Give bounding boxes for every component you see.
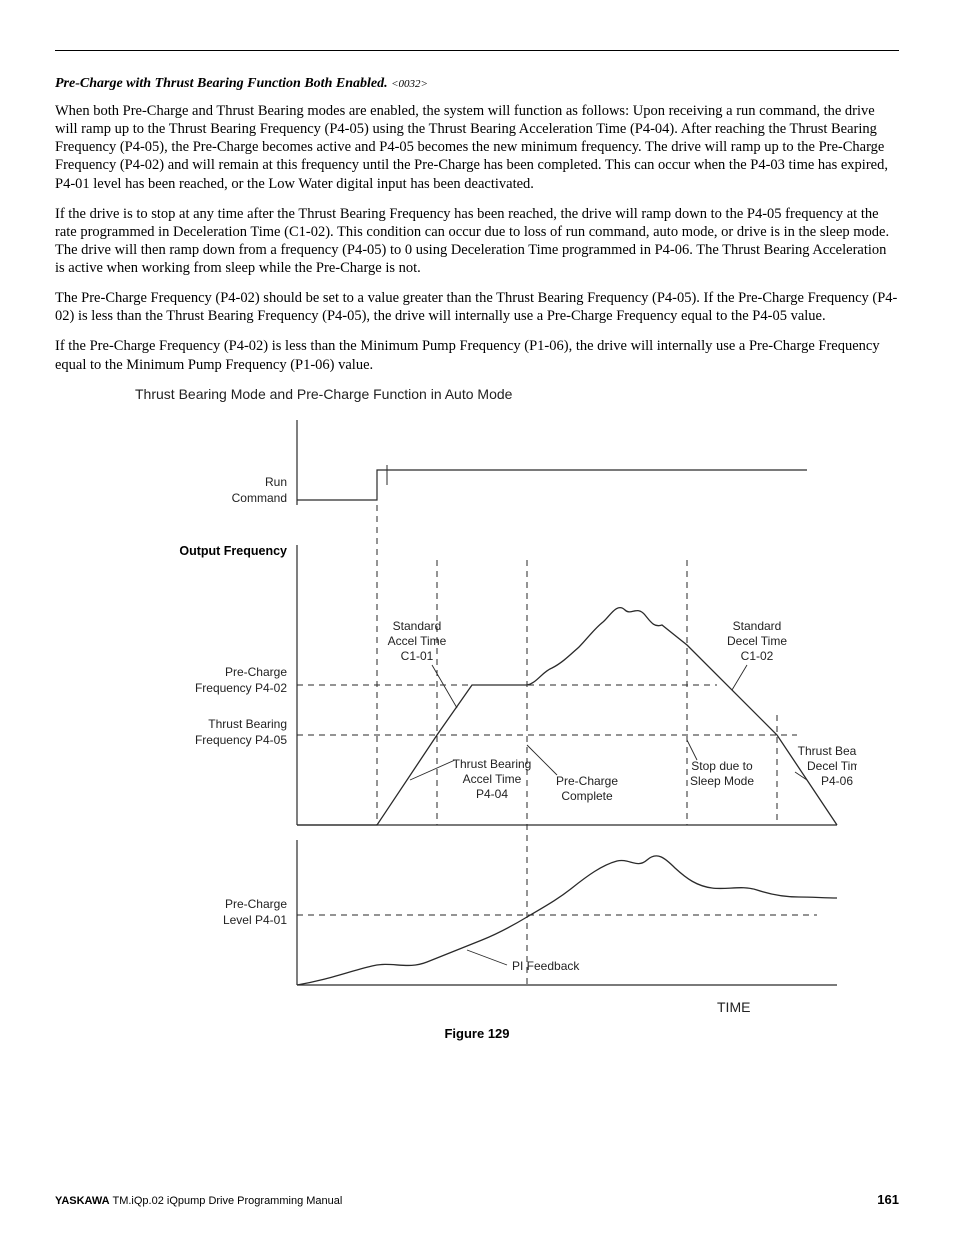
lbl-run2: Command bbox=[232, 491, 287, 505]
paragraph-2: If the drive is to stop at any time afte… bbox=[55, 205, 899, 278]
chart-container: Thrust Bearing Mode and Pre-Charge Funct… bbox=[55, 386, 899, 1041]
paragraph-3: The Pre-Charge Frequency (P4-02) should … bbox=[55, 289, 899, 325]
heading-text: Pre-Charge with Thrust Bearing Function … bbox=[55, 76, 388, 91]
lbl-pcl2: Level P4-01 bbox=[223, 913, 287, 927]
paragraph-4: If the Pre-Charge Frequency (P4-02) is l… bbox=[55, 337, 899, 373]
footer-page: 161 bbox=[877, 1192, 899, 1207]
lbl-outfreq: Output Frequency bbox=[179, 544, 287, 558]
lbl-ta3: P4-04 bbox=[476, 787, 508, 801]
lbl-sa2: Accel Time bbox=[388, 634, 447, 648]
figure-caption: Figure 129 bbox=[444, 1026, 509, 1041]
section-heading: Pre-Charge with Thrust Bearing Function … bbox=[55, 76, 899, 92]
footer-left: YASKAWA TM.iQp.02 iQpump Drive Programmi… bbox=[55, 1195, 342, 1207]
lbl-sd3: C1-02 bbox=[741, 649, 774, 663]
lbl-pif: PI Feedback bbox=[512, 959, 580, 973]
lbl-td1: Thrust Bearing bbox=[798, 744, 857, 758]
lbl-st2: Sleep Mode bbox=[690, 774, 754, 788]
top-rule bbox=[55, 50, 899, 51]
lbl-tbf1: Thrust Bearing bbox=[208, 717, 287, 731]
lbl-td3: P4-06 bbox=[821, 774, 853, 788]
lbl-sd1: Standard bbox=[733, 619, 782, 633]
lbl-sa3: C1-01 bbox=[401, 649, 434, 663]
lbl-time: TIME bbox=[717, 999, 750, 1015]
lbl-tbf2: Frequency P4-05 bbox=[195, 733, 287, 747]
lbl-pcc1: Pre-Charge bbox=[556, 774, 618, 788]
chart-title: Thrust Bearing Mode and Pre-Charge Funct… bbox=[135, 386, 512, 402]
paragraph-1: When both Pre-Charge and Thrust Bearing … bbox=[55, 102, 899, 193]
page-footer: YASKAWA TM.iQp.02 iQpump Drive Programmi… bbox=[55, 1192, 899, 1207]
lbl-ta1: Thrust Bearing bbox=[453, 757, 532, 771]
lbl-pcc2: Complete bbox=[561, 789, 613, 803]
heading-tag: <0032> bbox=[391, 78, 428, 90]
lbl-td2: Decel Time bbox=[807, 759, 857, 773]
footer-doc: TM.iQp.02 iQpump Drive Programming Manua… bbox=[112, 1195, 342, 1207]
lbl-pcl1: Pre-Charge bbox=[225, 897, 287, 911]
lbl-pcf2: Frequency P4-02 bbox=[195, 681, 287, 695]
lbl-ta2: Accel Time bbox=[463, 772, 522, 786]
footer-brand: YASKAWA bbox=[55, 1195, 110, 1207]
timing-diagram: Run Command Output Frequency Pre-Charge … bbox=[97, 410, 857, 1020]
lbl-run1: Run bbox=[265, 475, 287, 489]
lbl-sd2: Decel Time bbox=[727, 634, 787, 648]
lbl-st1: Stop due to bbox=[691, 759, 753, 773]
lbl-sa1: Standard bbox=[393, 619, 442, 633]
lbl-pcf1: Pre-Charge bbox=[225, 665, 287, 679]
